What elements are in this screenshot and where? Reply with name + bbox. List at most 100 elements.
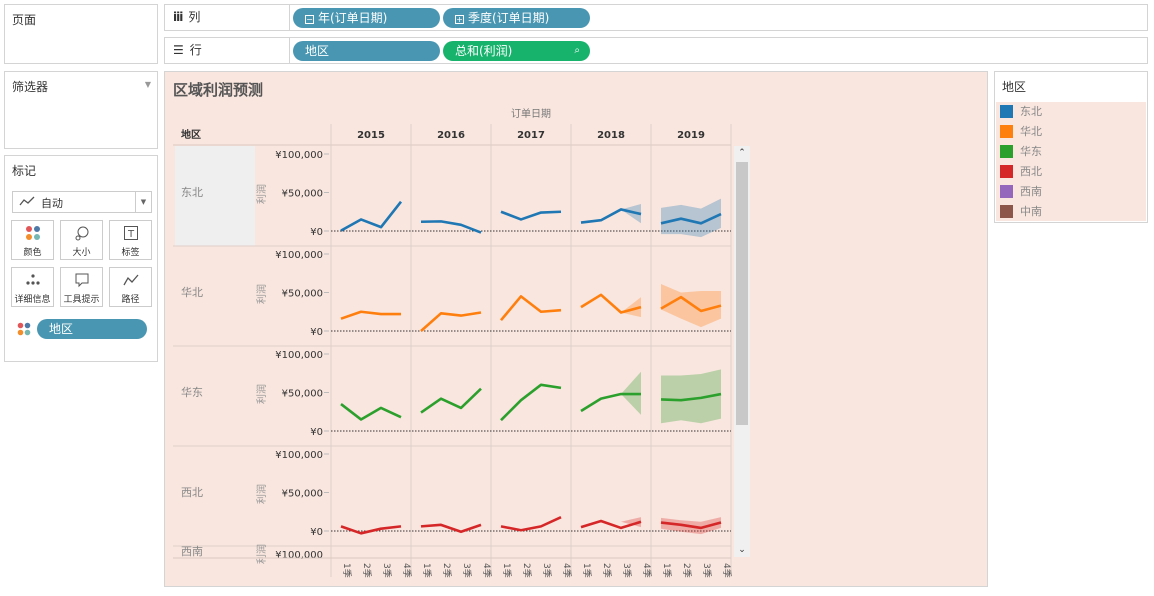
series-line <box>500 295 562 322</box>
scroll-down-icon[interactable]: ⌄ <box>738 545 746 555</box>
sum-profit-label: 总和(利润) <box>455 44 513 58</box>
worksheet-view: 区域利润预测 订单日期 地区 2015 2016 2017 2018 2019 东北 利润 ¥10… <box>164 71 988 587</box>
pages-card-title: 页面 <box>12 13 37 27</box>
legend-item-southwest[interactable]: 西南 <box>1000 183 1042 199</box>
series-line <box>660 521 722 530</box>
detail-icon <box>12 268 53 292</box>
columns-shelf: iii 列 − 年(订单日期) + 季度(订单日期) <box>164 4 1148 31</box>
series-line <box>580 519 642 530</box>
columns-shelf-label: 列 <box>188 10 201 24</box>
quarter-label: 2季 <box>441 563 453 578</box>
tooltip-button[interactable]: 工具提示 <box>60 267 103 307</box>
pages-card: 页面 <box>4 4 158 64</box>
axis-label: 利润 <box>255 544 268 564</box>
line-mark-icon <box>19 195 35 210</box>
scrollbar-thumb[interactable] <box>736 162 748 425</box>
legend-body: 东北 华北 华东 西北 西南 中南 <box>996 102 1146 221</box>
detail-button-label: 详细信息 <box>14 295 51 305</box>
legend-swatch <box>1000 164 1013 178</box>
series-line <box>500 210 562 221</box>
y-tick-label: ¥100,000 <box>275 250 323 261</box>
legend-item-label: 中南 <box>1020 205 1042 218</box>
series-line <box>340 310 401 320</box>
legend-swatch <box>1000 184 1013 198</box>
quarter-label: 3季 <box>541 563 553 578</box>
color-button-label: 颜色 <box>23 248 42 258</box>
legend-title: 地区 <box>1002 80 1027 94</box>
rows-shelf-header: ☰ 行 <box>173 41 202 58</box>
rows-icon: ☰ <box>173 42 184 57</box>
quarter-label: 4季 <box>641 563 653 578</box>
year-order-date-pill[interactable]: − 年(订单日期) <box>293 8 440 28</box>
quarter-label: 1季 <box>341 563 353 578</box>
rows-shelf-divider <box>289 38 290 63</box>
series-line <box>660 212 722 225</box>
color-field-pill[interactable]: 地区 <box>37 319 147 339</box>
y-tick-label: ¥100,000 <box>275 550 323 561</box>
mark-type-dropdown[interactable]: 自动 ▼ <box>12 191 152 213</box>
legend-item-north[interactable]: 华北 <box>1000 123 1042 139</box>
series-line <box>580 392 641 413</box>
detail-button[interactable]: 详细信息 <box>11 267 54 307</box>
series-line <box>420 523 482 534</box>
year-header: 2018 <box>597 130 625 141</box>
worksheet-title: 区域利润预测 <box>173 81 264 99</box>
quarter-label: 1季 <box>501 563 513 578</box>
region-pill[interactable]: 地区 <box>293 41 440 61</box>
legend-swatch <box>1000 124 1013 138</box>
quarter-order-date-pill[interactable]: + 季度(订单日期) <box>443 8 590 28</box>
filters-card[interactable]: 筛选器 ▼ <box>4 71 158 149</box>
y-tick-label: ¥0 <box>310 427 323 438</box>
scroll-up-icon[interactable]: ⌃ <box>738 148 746 158</box>
size-button-label: 大小 <box>72 248 91 258</box>
quarter-order-date-label: 季度(订单日期) <box>468 11 550 25</box>
series-line <box>580 208 642 224</box>
y-tick-label: ¥50,000 <box>282 289 323 300</box>
path-icon <box>110 268 151 292</box>
label-button[interactable]: T 标签 <box>109 220 152 260</box>
y-tick-label: ¥0 <box>310 227 323 238</box>
color-button[interactable]: 颜色 <box>11 220 54 260</box>
sum-profit-pill[interactable]: 总和(利润) ⌕ <box>443 41 590 61</box>
region-label: 西南 <box>181 545 203 558</box>
label-icon: T <box>110 221 151 245</box>
quarter-label: 2季 <box>521 563 533 578</box>
series-line <box>660 392 722 402</box>
quarter-label: 4季 <box>401 563 413 578</box>
path-button-label: 路径 <box>121 295 140 305</box>
series-line <box>580 293 642 314</box>
rows-shelf: ☰ 行 地区 总和(利润) ⌕ <box>164 37 1148 64</box>
y-tick-label: ¥0 <box>310 527 323 538</box>
year-header: 2017 <box>517 130 545 141</box>
quarter-label: 4季 <box>721 563 733 578</box>
legend-item-northwest[interactable]: 西北 <box>1000 163 1042 179</box>
tooltip-button-label: 工具提示 <box>63 295 100 305</box>
legend-item-south-central[interactable]: 中南 <box>1000 203 1042 219</box>
quarter-label: 2季 <box>361 563 373 578</box>
quarter-label: 2季 <box>601 563 613 578</box>
forecast-icon: ⌕ <box>574 45 580 56</box>
path-button[interactable]: 路径 <box>109 267 152 307</box>
collapse-icon: − <box>305 15 314 24</box>
year-header: 2016 <box>437 130 465 141</box>
legend-item-label: 华东 <box>1020 145 1042 158</box>
rows-shelf-label: 行 <box>189 43 202 57</box>
legend-swatch <box>1000 204 1013 218</box>
legend-item-east[interactable]: 华东 <box>1000 143 1042 159</box>
filters-menu-icon[interactable]: ▼ <box>144 80 151 89</box>
size-button[interactable]: 大小 <box>60 220 103 260</box>
y-tick-label: ¥50,000 <box>282 189 323 200</box>
legend-swatch <box>1000 144 1013 158</box>
quarter-label: 4季 <box>561 563 573 578</box>
legend-item-label: 西南 <box>1020 185 1042 198</box>
year-header: 2019 <box>677 130 705 141</box>
legend-item-northeast[interactable]: 东北 <box>1000 103 1042 119</box>
vertical-scrollbar[interactable]: ⌃ ⌄ <box>734 146 750 557</box>
series-line <box>500 383 562 422</box>
series-line <box>660 295 722 313</box>
region-label: 华东 <box>181 385 203 399</box>
forecast-band-2019 <box>661 198 721 238</box>
region-label: 华北 <box>181 285 203 299</box>
axis-label: 利润 <box>255 484 268 504</box>
